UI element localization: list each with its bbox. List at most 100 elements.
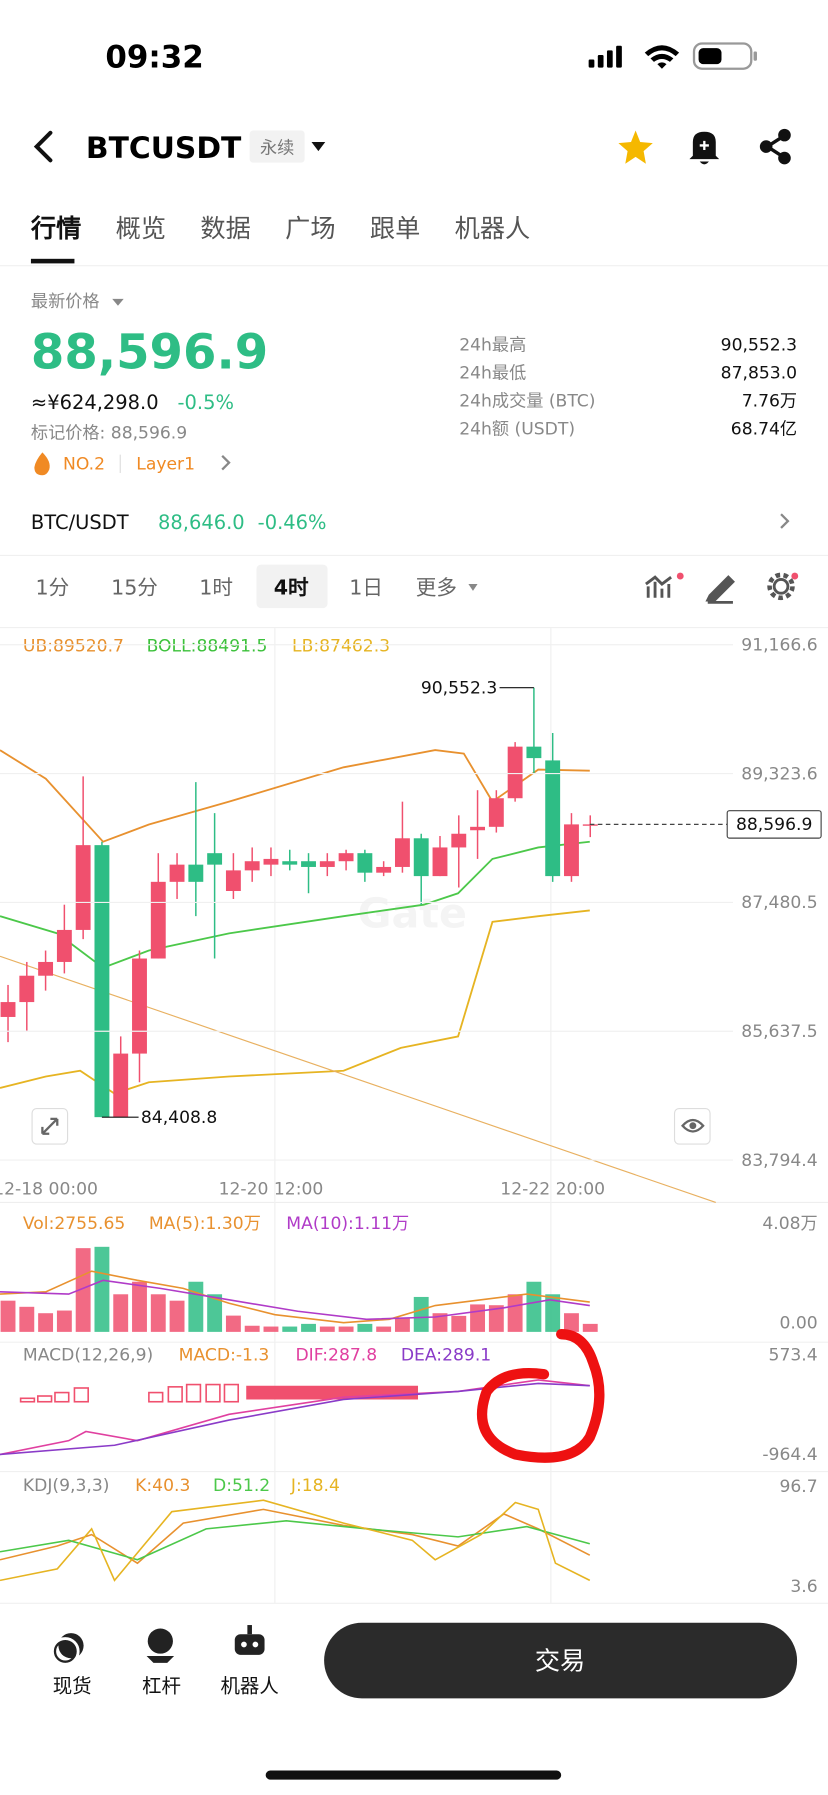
- volume-bar: [394, 1318, 410, 1332]
- interval[interactable]: 15分: [111, 575, 158, 599]
- nav: 现货 杠杆 机器人: [53, 1675, 279, 1698]
- tab[interactable]: 行情: [30, 214, 81, 243]
- volume-bar: [488, 1305, 504, 1332]
- macd-label: DEA:289.1: [401, 1346, 491, 1366]
- candle-body: [38, 961, 54, 976]
- favorite[interactable]: [618, 130, 653, 164]
- kdj-bottom: 3.6: [790, 1577, 817, 1597]
- pair-chevron[interactable]: [780, 513, 790, 529]
- nav-item[interactable]: 杠杆: [142, 1675, 181, 1698]
- boll-label: UB:89520.7: [23, 637, 124, 657]
- back-button[interactable]: [33, 130, 53, 163]
- more-arrow: [468, 584, 478, 591]
- interval[interactable]: 1时: [199, 575, 233, 599]
- interval[interactable]: 更多: [416, 575, 457, 599]
- candle-body: [244, 861, 260, 871]
- cny-price: ≈¥624,298.0: [31, 391, 159, 414]
- hot-icon: [34, 452, 50, 476]
- interval-selected-bg: [256, 564, 328, 609]
- volume-label: MA(5):1.30万: [149, 1214, 261, 1234]
- badge-bg: [249, 130, 305, 163]
- stat-label: 24h成交量 (BTC): [459, 392, 595, 412]
- kdj-label: K:40.3: [135, 1476, 190, 1496]
- interval[interactable]: 1日: [349, 575, 383, 599]
- pair-name[interactable]: BTC/USDT: [31, 511, 129, 534]
- nav-item[interactable]: 机器人: [220, 1675, 278, 1698]
- x-tick-label: 12-22 20:00: [500, 1179, 605, 1199]
- chart-buttons[interactable]: [31, 1107, 711, 1145]
- chart-tools[interactable]: [645, 572, 799, 604]
- candle-body: [19, 975, 35, 1003]
- pair-price: 88,646.0: [158, 511, 245, 534]
- macd-bottom: -964.4: [762, 1445, 817, 1465]
- volume-bar: [94, 1246, 110, 1332]
- candle-body: [132, 958, 147, 1054]
- sector[interactable]: Layer1: [136, 455, 195, 475]
- volume-bar: [582, 1323, 598, 1332]
- nav-item[interactable]: 现货: [53, 1675, 92, 1698]
- tab[interactable]: 广场: [285, 214, 335, 243]
- volume-bar: [413, 1296, 429, 1332]
- boll-label: LB:87462.3: [292, 637, 390, 657]
- candle-body: [319, 861, 335, 867]
- price-change: -0.5%: [178, 391, 234, 414]
- stat-label: 24h额 (USDT): [459, 420, 575, 440]
- stat-value: 68.74亿: [731, 420, 797, 440]
- volume-bar: [38, 1313, 54, 1332]
- volume-bar: [132, 1281, 147, 1332]
- sector-chevron: [221, 454, 231, 471]
- y-tick-label: 91,166.6: [741, 635, 817, 655]
- volume-bar: [150, 1294, 166, 1332]
- volume-bar: [0, 1300, 16, 1332]
- macd-label: DIF:287.8: [295, 1346, 377, 1366]
- tab[interactable]: 跟单: [370, 214, 420, 243]
- share[interactable]: [759, 128, 791, 165]
- tab[interactable]: 机器人: [455, 214, 531, 243]
- candle-body: [507, 746, 523, 799]
- alert-plus: [699, 140, 709, 151]
- x-tick-label: 12-20 12:00: [219, 1179, 324, 1199]
- candle-body: [169, 864, 185, 882]
- tab[interactable]: 概览: [116, 214, 166, 243]
- volume-bar: [319, 1326, 335, 1332]
- candle-body: [545, 760, 561, 877]
- price-label: 最新价格: [31, 292, 100, 312]
- volume-bar: [282, 1326, 298, 1332]
- tab-indicator: [30, 258, 75, 264]
- trade-button[interactable]: [324, 1622, 798, 1699]
- kdj-top: 96.7: [779, 1477, 817, 1497]
- price-label-arrow[interactable]: [112, 298, 124, 306]
- status-icons: [588, 42, 757, 70]
- macd: [0, 1329, 605, 1463]
- interval[interactable]: 4时: [274, 575, 309, 599]
- candle-body: [94, 845, 110, 1118]
- dropdown[interactable]: [311, 142, 326, 152]
- candle-body: [470, 826, 486, 831]
- volume-bar: [526, 1281, 542, 1332]
- volume-bar: [19, 1306, 35, 1332]
- mark-price: 标记价格: 88,596.9: [31, 424, 187, 444]
- stat-value: 7.76万: [742, 392, 797, 412]
- candle-body: [564, 824, 579, 877]
- symbol-title: BTCUSDT: [86, 131, 242, 166]
- max-label: 90,552.3: [421, 678, 497, 698]
- candle-body: [75, 845, 91, 930]
- volume-label: Vol:2755.65: [23, 1214, 125, 1234]
- volume-bar: [188, 1281, 204, 1332]
- y-tick-label: 83,794.4: [741, 1151, 817, 1171]
- interval[interactable]: 1分: [36, 575, 70, 599]
- candle-body: [263, 858, 279, 865]
- volume-bar: [113, 1294, 129, 1332]
- volume-tick-label: 0.00: [779, 1313, 817, 1333]
- status-time: 09:32: [105, 40, 203, 76]
- boll-lines: [0, 749, 716, 1204]
- kdj: [0, 1499, 591, 1582]
- volume-bar: [244, 1325, 260, 1332]
- candle-body: [394, 838, 410, 867]
- macd-top: 573.4: [769, 1346, 818, 1366]
- min-label: 84,408.8: [141, 1108, 217, 1128]
- volume-bar: [75, 1248, 91, 1332]
- last-price-label: 88,596.9: [736, 815, 812, 835]
- tab[interactable]: 数据: [200, 214, 250, 243]
